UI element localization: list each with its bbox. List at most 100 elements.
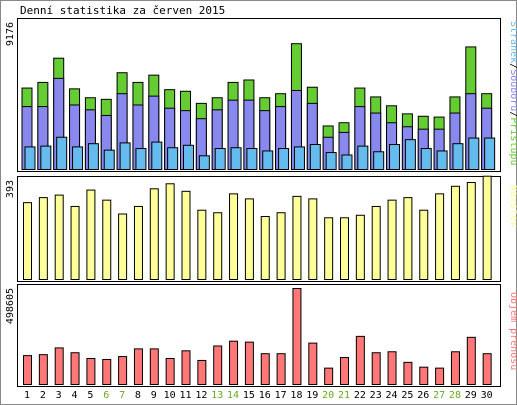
legend-entry: /: [508, 111, 517, 117]
bar-objem: [102, 358, 112, 385]
day-label: 20: [322, 390, 334, 401]
day-label: 7: [119, 390, 125, 401]
day-label: 12: [195, 390, 207, 401]
bar-objem: [482, 353, 492, 386]
legend-entry: Přístupů: [508, 117, 517, 165]
bar-navstev: [70, 205, 80, 280]
bar-navstev: [292, 195, 302, 280]
y-max-label: 9176: [5, 22, 16, 46]
volume-panel: 498605 Objem přenosu: [5, 284, 517, 387]
bar-navstev: [371, 205, 381, 280]
bar-stranek: [325, 152, 337, 170]
bar-stranek: [278, 148, 290, 170]
bar-objem: [419, 366, 429, 386]
bar-stranek: [341, 154, 353, 170]
bar-objem: [324, 367, 334, 385]
day-label: 29: [465, 390, 477, 401]
bar-stranek: [436, 150, 448, 171]
bar-navstev: [419, 209, 429, 280]
volume-legend: Objem přenosu: [508, 292, 517, 370]
chart-title: Denní statistika za červen 2015: [20, 4, 225, 17]
bar-stranek: [119, 142, 131, 171]
bar-objem: [197, 359, 207, 386]
bar-objem: [466, 336, 476, 386]
bar-stranek: [56, 136, 68, 170]
bar-objem: [292, 288, 302, 385]
bar-stranek: [309, 144, 321, 170]
bar-objem: [371, 352, 381, 385]
day-label: 26: [417, 390, 429, 401]
day-label: 19: [306, 390, 318, 401]
bar-navstev: [324, 217, 334, 280]
bar-navstev: [181, 190, 191, 280]
bar-stranek: [214, 148, 226, 170]
bar-objem: [86, 358, 96, 385]
bar-stranek: [198, 155, 210, 171]
day-label: 2: [40, 390, 46, 401]
bar-stranek: [404, 139, 416, 170]
bar-objem: [149, 348, 159, 385]
bar-navstev: [86, 189, 96, 281]
hits-panel: 9176 Stránek/Souborů/Přístupů: [5, 18, 517, 172]
day-label: 3: [56, 390, 62, 401]
bar-stranek: [246, 148, 258, 170]
bar-navstev: [387, 199, 397, 280]
y-max-label: 393: [5, 180, 16, 198]
bar-objem: [435, 367, 445, 385]
day-label: 30: [481, 390, 493, 401]
bar-navstev: [450, 185, 460, 281]
bar-objem: [387, 351, 397, 385]
bar-objem: [403, 361, 413, 385]
bar-navstev: [38, 197, 48, 281]
day-label: 9: [151, 390, 157, 401]
bar-stranek: [151, 141, 163, 170]
legend-entry: Souborů: [508, 69, 517, 111]
bar-stranek: [183, 144, 194, 171]
bar-objem: [23, 355, 32, 385]
bar-navstev: [260, 216, 270, 281]
bar-navstev: [466, 182, 476, 281]
bar-objem: [118, 356, 128, 386]
hits-legend: Stránek/Souborů/Přístupů: [508, 21, 517, 166]
bar-navstev: [213, 212, 223, 280]
bar-navstev: [482, 175, 492, 280]
bar-objem: [213, 345, 223, 385]
bar-navstev: [197, 209, 207, 280]
bar-stranek: [357, 145, 369, 170]
bar-objem: [276, 353, 286, 386]
bar-objem: [133, 348, 143, 385]
day-label: 21: [338, 390, 350, 401]
bar-navstev: [118, 213, 128, 280]
day-label: 17: [275, 390, 287, 401]
bar-navstev: [435, 193, 445, 281]
bar-stranek: [389, 144, 401, 170]
legend-entry: /: [508, 63, 517, 69]
bar-navstev: [229, 193, 239, 281]
bar-navstev: [340, 217, 349, 280]
bar-objem: [181, 350, 191, 386]
day-label: 5: [87, 390, 93, 401]
bar-stranek: [468, 137, 480, 170]
bar-objem: [260, 353, 270, 386]
bar-objem: [70, 352, 80, 385]
bar-stranek: [230, 147, 242, 170]
bar-stranek: [24, 146, 36, 171]
bar-navstev: [244, 198, 254, 280]
day-label: 8: [135, 390, 141, 401]
day-label: 11: [179, 390, 191, 401]
day-label: 28: [449, 390, 461, 401]
bar-objem: [244, 341, 254, 385]
bar-navstev: [133, 205, 143, 280]
day-label: 24: [386, 390, 398, 401]
bar-stranek: [87, 143, 99, 170]
day-label: 6: [103, 390, 109, 401]
bar-navstev: [165, 183, 175, 280]
bar-objem: [165, 358, 175, 385]
bar-stranek: [135, 148, 147, 170]
bar-stranek: [167, 147, 179, 170]
bar-navstev: [149, 188, 159, 280]
bar-navstev: [355, 214, 365, 280]
bar-objem: [355, 335, 365, 385]
bar-stranek: [452, 143, 464, 170]
